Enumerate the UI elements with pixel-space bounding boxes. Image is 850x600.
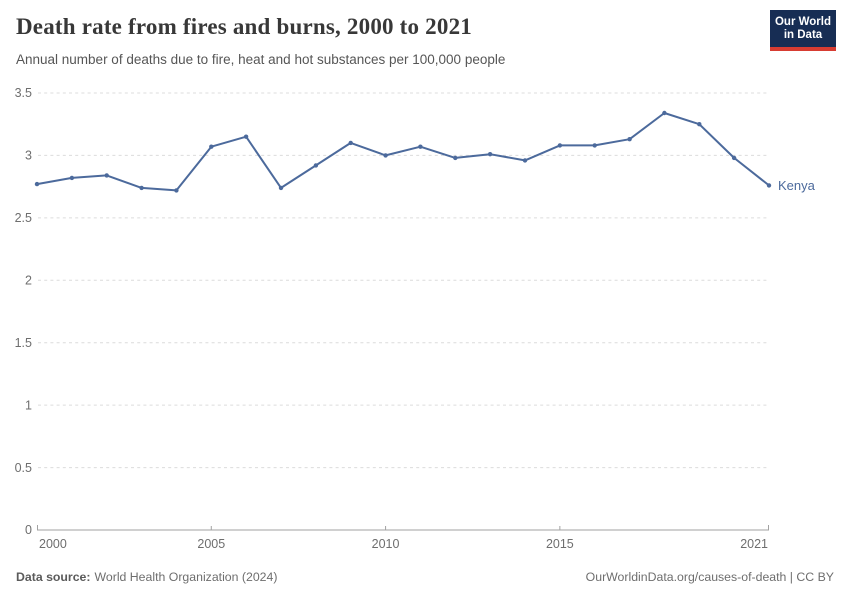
y-axis-tick-label: 1.5	[15, 336, 32, 350]
y-axis-tick-label: 3	[25, 149, 32, 163]
data-point	[418, 144, 423, 149]
data-point	[139, 185, 144, 191]
data-point	[278, 185, 284, 191]
y-axis-tick-label: 2	[25, 273, 32, 287]
data-point	[174, 188, 179, 193]
x-axis-tick-label: 2000	[39, 537, 67, 551]
data-point	[104, 173, 109, 178]
x-axis-tick-label: 2021	[740, 537, 768, 551]
entity-label: Kenya	[778, 178, 816, 193]
chart-footer: Data source: World Health Organization (2…	[16, 570, 834, 584]
data-point	[662, 110, 667, 116]
page-title: Death rate from fires and burns, 2000 to…	[16, 14, 472, 39]
data-point	[487, 152, 493, 157]
data-point	[69, 175, 75, 181]
chart-subtitle: Annual number of deaths due to fire, hea…	[16, 52, 506, 67]
y-axis-tick-label: 1	[25, 398, 32, 412]
data-point	[522, 158, 528, 163]
x-axis-tick-label: 2015	[546, 537, 574, 551]
chart-header: Death rate from fires and burns, 2000 to…	[0, 0, 850, 80]
x-axis-tick-label: 2010	[372, 537, 400, 551]
data-point	[243, 134, 249, 139]
data-point	[766, 183, 772, 188]
data-point	[209, 144, 214, 149]
owid-logo: Our World in Data	[770, 10, 836, 51]
data-point	[348, 140, 353, 146]
y-axis-tick-label: 0.5	[15, 461, 32, 475]
data-point	[34, 181, 40, 187]
data-source-text: World Health Organization (2024)	[94, 570, 278, 584]
data-source: Data source: World Health Organization (2…	[16, 570, 277, 584]
credit-line: OurWorldinData.org/causes-of-death | CC …	[585, 570, 834, 584]
data-point	[697, 122, 702, 127]
data-point	[313, 163, 319, 168]
data-point	[453, 155, 458, 161]
series-line-kenya	[36, 112, 770, 192]
logo-line-2: in Data	[783, 29, 823, 41]
data-point	[592, 143, 597, 148]
data-point	[557, 143, 563, 148]
y-axis-tick-label: 0	[25, 523, 32, 537]
y-axis-tick-label: 2.5	[15, 211, 32, 225]
data-point	[383, 153, 388, 158]
data-source-label: Data source:	[16, 570, 91, 584]
logo-line-1: Our World	[774, 16, 831, 28]
data-point	[627, 137, 632, 142]
y-axis-tick-label: 3.5	[15, 86, 32, 100]
data-point	[731, 155, 737, 161]
x-axis-tick-label: 2005	[197, 537, 225, 551]
